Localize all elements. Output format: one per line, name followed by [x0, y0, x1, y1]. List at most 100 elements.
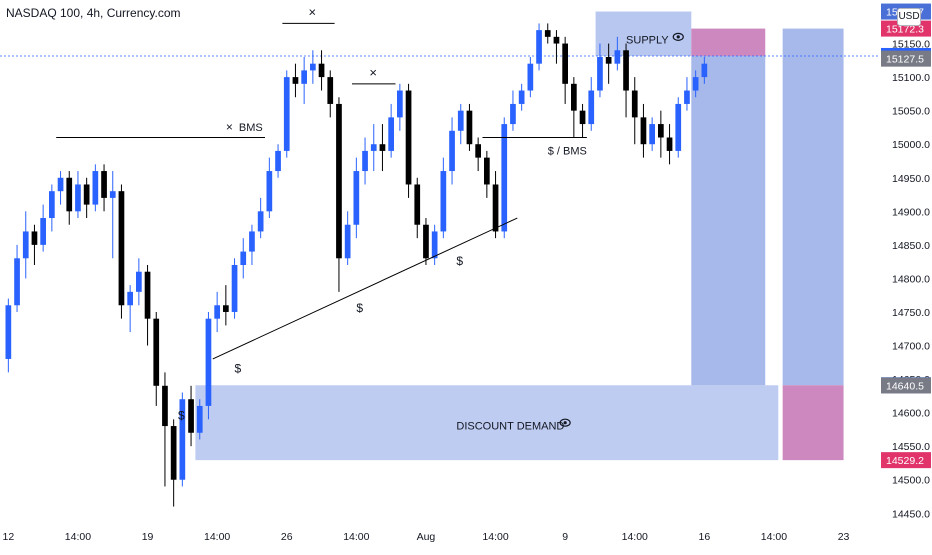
time-tick-label: 23	[838, 531, 850, 543]
candle-body	[257, 211, 264, 232]
time-tick-label: 26	[281, 531, 293, 543]
price-tick-label: 14500.0	[892, 475, 930, 487]
price-tick-label: 14850.0	[892, 240, 930, 252]
price-label-tag	[881, 377, 931, 394]
candle-body	[562, 43, 568, 84]
price-label-text: 14640.5	[886, 380, 924, 392]
candle-body	[370, 144, 377, 151]
time-tick-label: 19	[142, 531, 154, 543]
time-tick-label: 14:00	[204, 531, 230, 543]
price-tick-label: 14950.0	[892, 173, 930, 185]
candle-body	[614, 50, 621, 64]
candle-body	[362, 150, 368, 172]
x-mark-high-1: ×	[309, 5, 317, 20]
candle-body	[188, 399, 194, 433]
price-tick-label: 14700.0	[892, 341, 930, 353]
candle-body	[501, 124, 508, 232]
candle-body	[327, 77, 334, 104]
candle-body	[92, 171, 99, 205]
price-tick-label: 15050.0	[892, 106, 930, 118]
candle-body	[597, 56, 603, 91]
bms-liquidity-label: $ / BMS	[548, 145, 587, 157]
candle-body	[223, 305, 229, 312]
candle-body	[623, 50, 629, 91]
candle-body	[414, 184, 421, 225]
candle-body	[440, 171, 447, 232]
candle-body	[310, 63, 316, 71]
candle-body	[405, 90, 412, 185]
candle-body	[588, 90, 595, 125]
candle-body	[275, 150, 281, 172]
time-axis-background[interactable]	[0, 520, 932, 550]
candle-body	[231, 265, 238, 312]
candle-body	[127, 291, 133, 306]
price-label-text: 15127.5	[886, 54, 924, 66]
candle-body	[101, 171, 107, 198]
candle-body	[571, 83, 577, 111]
eye-icon	[559, 418, 571, 427]
supply-label: SUPPLY	[626, 35, 669, 47]
eye-icon-pupil	[676, 35, 680, 39]
candle-body	[658, 124, 664, 138]
time-tick-label: 14:00	[622, 531, 648, 543]
candle-body	[205, 318, 212, 406]
stop-zone-bottom	[782, 385, 844, 461]
stop-zone-top	[691, 28, 766, 56]
price-tick-label: 15000.0	[892, 139, 930, 151]
eye-icon	[672, 32, 684, 41]
candle-body	[684, 90, 690, 104]
candle-body	[83, 184, 90, 205]
candle-body	[527, 63, 534, 91]
candle-body	[266, 171, 273, 212]
candle-body	[466, 110, 473, 145]
price-tick-label: 15100.0	[892, 72, 930, 84]
candle-body	[136, 271, 142, 292]
candle-body	[692, 77, 699, 91]
candle-body	[397, 90, 403, 118]
time-tick-label: 14:00	[65, 531, 91, 543]
candle-body	[640, 117, 647, 145]
target-zone-right	[782, 28, 844, 386]
candle-body	[388, 117, 394, 151]
eye-icon-pupil	[563, 421, 567, 425]
price-label-text: 15172.3	[886, 24, 924, 36]
candle-body	[649, 124, 655, 145]
candle-body	[109, 191, 116, 198]
candle-body	[249, 231, 255, 252]
candle-body	[423, 224, 429, 259]
candle-body	[536, 30, 542, 64]
candle-body	[484, 157, 490, 185]
trendline	[212, 217, 518, 360]
candle-body	[492, 184, 499, 232]
candle-body	[14, 258, 20, 306]
candle-body	[336, 103, 342, 259]
candle-body	[475, 144, 481, 158]
candle-body	[301, 70, 307, 84]
price-tick-label: 15150.0	[892, 39, 930, 51]
time-tick-label: 9	[562, 531, 568, 543]
candle-body	[22, 231, 29, 259]
candle-body	[449, 130, 455, 172]
candle-body	[518, 90, 525, 104]
liquidity-mark-4: $	[178, 408, 185, 422]
time-tick-label: 14:00	[343, 531, 369, 543]
liquidity-mark-1: $	[235, 361, 242, 375]
price-tick-label: 14900.0	[892, 206, 930, 218]
candle-body	[431, 231, 438, 259]
x-mark-high-2: ×	[369, 65, 377, 80]
time-tick-label: 12	[3, 531, 15, 543]
time-tick-label: Aug	[417, 531, 436, 543]
time-tick-label: 16	[699, 531, 711, 543]
liquidity-mark-3: $	[456, 254, 463, 268]
candle-body	[283, 77, 290, 151]
candle-body	[196, 405, 203, 433]
price-tick-label: 14600.0	[892, 408, 930, 420]
demand-label: DISCOUNT DEMAND	[456, 420, 564, 432]
candle-body	[553, 36, 560, 44]
price-label-tag	[881, 452, 931, 469]
currency-button[interactable]: USD	[897, 8, 921, 26]
candle-body	[57, 177, 64, 192]
time-tick-label: 14:00	[482, 531, 508, 543]
